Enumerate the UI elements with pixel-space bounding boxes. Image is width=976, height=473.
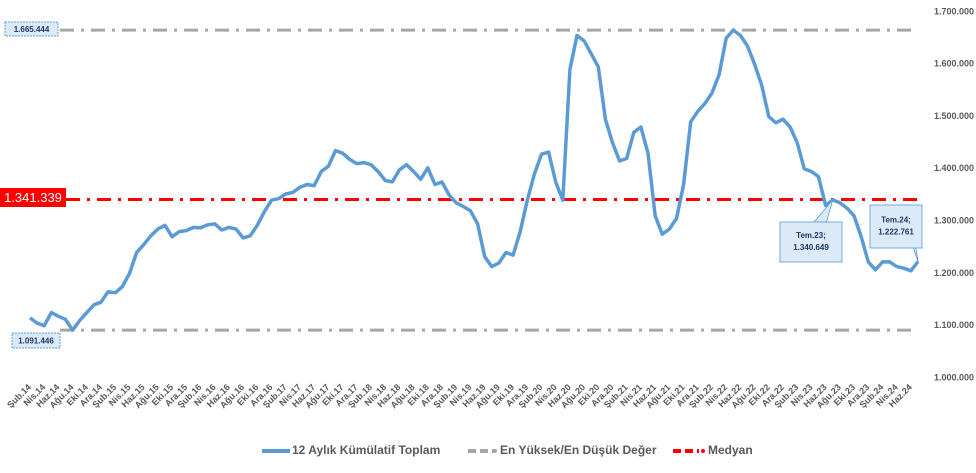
y-tick-label: 1.300.000 xyxy=(934,216,974,226)
y-tick-label: 1.000.000 xyxy=(934,372,974,382)
reference-label: 1.665.444 xyxy=(14,25,50,34)
legend-label: En Yüksek/En Düşük Değer xyxy=(500,443,657,457)
legend-dot xyxy=(493,449,497,453)
legend-dot xyxy=(701,449,705,453)
reference-label-box xyxy=(11,332,61,349)
reference-label-box xyxy=(4,21,59,37)
legend-label: 12 Aylık Kümülatif Toplam xyxy=(292,443,440,457)
reference-label: 1.341.339 xyxy=(4,190,62,205)
y-tick-label: 1.500.000 xyxy=(934,111,974,121)
y-tick-label: 1.100.000 xyxy=(934,320,974,330)
reference-label-box xyxy=(0,188,66,207)
y-tick-label: 1.700.000 xyxy=(934,6,974,16)
y-tick-label: 1.400.000 xyxy=(934,163,974,173)
y-tick-label: 1.600.000 xyxy=(934,59,974,69)
reference-label: 1.091.446 xyxy=(18,337,54,346)
callout-text: Tem.24; xyxy=(881,216,911,225)
callout-box xyxy=(869,204,923,249)
callout-text: 1.340.649 xyxy=(793,243,829,252)
callout-text: 1.222.761 xyxy=(878,228,914,237)
y-tick-label: 1.200.000 xyxy=(934,268,974,278)
legend-label: Medyan xyxy=(708,443,753,457)
callout-text: Tem.23; xyxy=(796,231,826,240)
callout-box xyxy=(779,221,843,263)
series-line xyxy=(28,28,920,332)
